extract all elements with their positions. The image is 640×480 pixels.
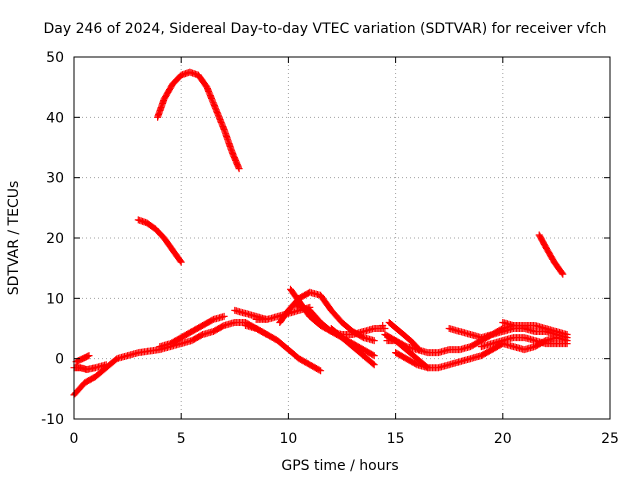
plus-markers <box>154 68 243 173</box>
x-axis-label: GPS time / hours <box>281 458 398 474</box>
axis-ticks: 0 5 10 15 20 25 -10 0 10 20 30 40 50 <box>41 50 619 447</box>
y-tick-label: 40 <box>46 110 64 126</box>
series-arc-low-17 <box>499 319 571 338</box>
plus-markers <box>379 322 387 329</box>
plus-markers <box>242 322 325 375</box>
y-tick-label: 50 <box>46 50 64 66</box>
x-tick-label: 5 <box>177 431 186 447</box>
y-tick-label: -10 <box>41 412 64 428</box>
series-arc-low-3 <box>72 352 93 366</box>
series-arc-high-1 <box>154 68 243 173</box>
plus-markers <box>327 325 378 369</box>
x-tick-label: 10 <box>279 431 297 447</box>
plus-markers <box>535 231 567 278</box>
grid <box>74 57 610 419</box>
chart-title: Day 246 of 2024, Sidereal Day-to-day VTE… <box>43 21 606 37</box>
plus-markers <box>231 306 271 323</box>
plus-markers <box>72 352 93 366</box>
y-tick-label: 0 <box>55 352 64 368</box>
plus-markers <box>499 319 571 338</box>
plus-markers <box>156 312 228 351</box>
y-tick-label: 20 <box>46 231 64 247</box>
plus-markers <box>477 334 571 351</box>
plus-markers <box>385 319 423 354</box>
series-arc-low-19 <box>379 322 387 329</box>
x-tick-label: 0 <box>70 431 79 447</box>
series-arc-low-11 <box>327 325 378 369</box>
series-arc-low-5 <box>231 306 271 323</box>
plus-markers <box>276 288 378 345</box>
y-tick-label: 10 <box>46 291 64 307</box>
x-tick-label: 25 <box>601 431 619 447</box>
y-tick-label: 30 <box>46 171 64 187</box>
series-arc-low-9 <box>276 288 378 345</box>
plus-markers <box>381 331 432 372</box>
series-arc-high-3 <box>535 231 567 278</box>
y-axis-label: SDTVAR / TECUs <box>6 181 22 296</box>
series-arc-low-4 <box>156 312 228 351</box>
series-arc-high-2 <box>134 216 185 266</box>
series-arc-low-18 <box>477 334 571 351</box>
plus-markers <box>134 216 185 266</box>
series-arc-low-15 <box>385 319 423 354</box>
series-arc-low-6 <box>242 322 325 375</box>
data-points <box>70 68 571 399</box>
x-tick-label: 15 <box>387 431 405 447</box>
x-tick-label: 20 <box>494 431 512 447</box>
series-arc-low-14 <box>381 331 432 372</box>
